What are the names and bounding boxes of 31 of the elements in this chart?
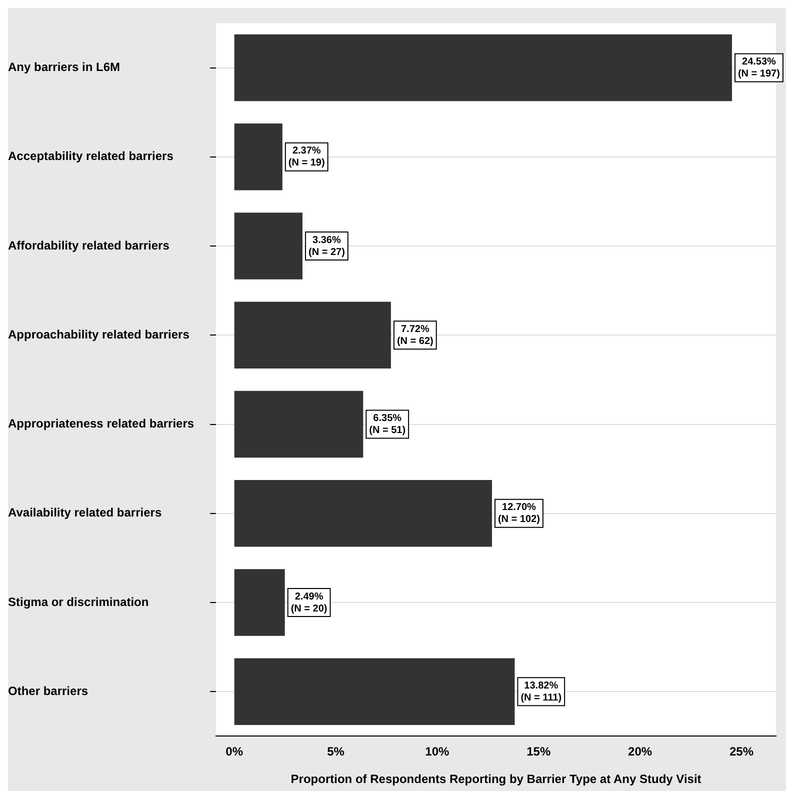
y-tick-label: Any barriers in L6M: [8, 60, 120, 74]
x-tick-label: 15%: [526, 744, 551, 759]
y-tick-label: Other barriers: [8, 684, 88, 698]
x-tick-label: 20%: [628, 744, 652, 759]
y-tick-label: Affordability related barriers: [8, 238, 170, 252]
bar: [234, 658, 515, 726]
x-tick-label: 10%: [425, 744, 450, 759]
y-tick-label: Acceptability related barriers: [8, 149, 174, 164]
bar: [234, 302, 391, 369]
bar: [234, 480, 492, 547]
data-label: 7.72% (N = 62): [396, 324, 434, 347]
x-tick-label: 0%: [226, 744, 244, 759]
data-label: 3.36% (N = 27): [308, 234, 345, 258]
x-axis-title: Proportion of Respondents Reporting by Barrier Type at Any Study Visit: [290, 772, 702, 786]
bar: [234, 212, 302, 280]
bar: [234, 123, 282, 190]
bar: [234, 390, 364, 458]
y-tick-label: Approachability related barriers: [8, 327, 190, 342]
y-tick-label: Appropriateness related barriers: [8, 416, 194, 431]
bar: [234, 34, 732, 102]
data-label: 6.35% (N = 51): [369, 413, 406, 436]
data-label: 2.49% (N = 20): [290, 591, 328, 614]
data-label: 2.37% (N = 19): [288, 146, 325, 169]
bar: [234, 569, 285, 636]
y-tick-label: Availability related barriers: [8, 506, 162, 520]
x-tick-label: 25%: [729, 744, 754, 759]
x-tick-label: 5%: [327, 744, 345, 759]
data-label: 12.70% (N = 102): [498, 502, 540, 526]
y-tick-label: Stigma or discrimination: [8, 594, 149, 609]
data-label: 13.82% (N = 111): [520, 680, 562, 704]
data-label: 24.53% (N = 197): [738, 56, 780, 80]
